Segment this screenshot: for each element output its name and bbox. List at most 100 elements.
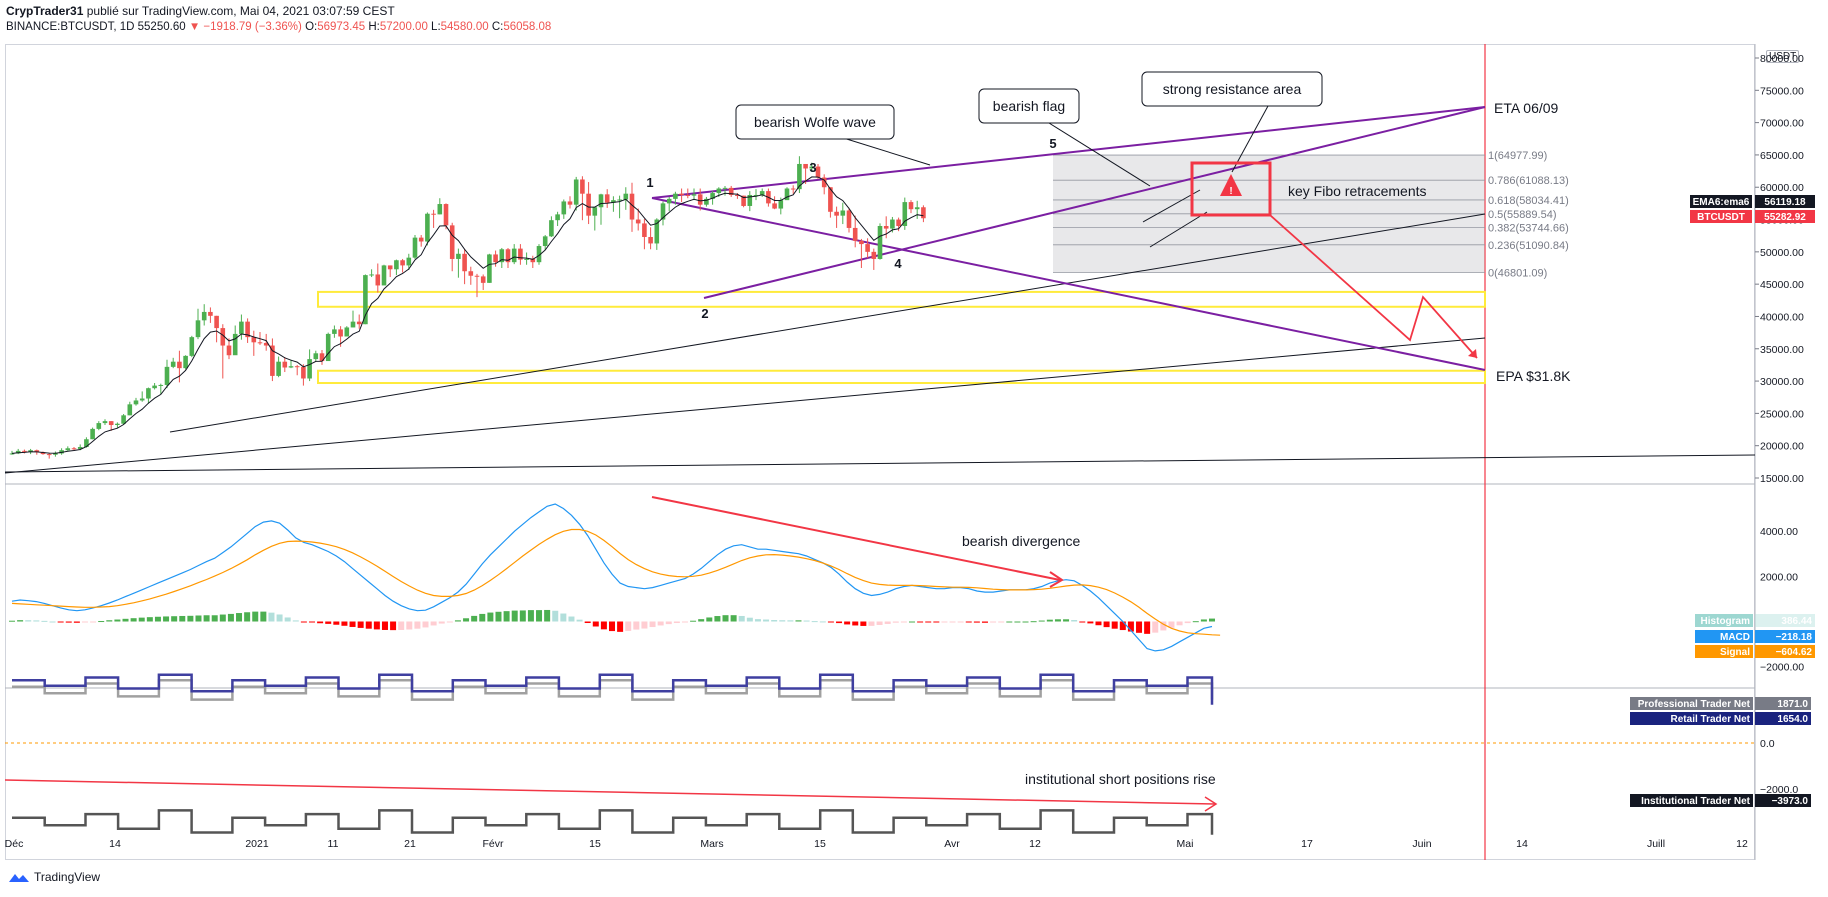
warning-icon: [1220, 174, 1242, 196]
macd-legend-name-bg: [1695, 645, 1753, 658]
candle-body: [263, 342, 269, 346]
y-tick-label: 65000.00: [1760, 150, 1804, 162]
x-tick-label: 15: [814, 838, 826, 850]
macd-histogram-bar: [1071, 620, 1078, 622]
candle-body: [425, 213, 430, 242]
currency-badge[interactable]: USDT: [1766, 50, 1800, 63]
macd-histogram-bar: [154, 616, 161, 622]
candle-body: [908, 202, 914, 210]
candle-body: [518, 248, 523, 260]
candle-body: [189, 337, 195, 356]
candle-body: [480, 276, 486, 283]
publish-line: CrypTrader31 publié sur TradingView.com,…: [6, 4, 395, 18]
y-tick-label: 50000.00: [1760, 247, 1804, 259]
candle-body: [350, 321, 356, 328]
candle-body: [102, 421, 108, 424]
x-tick-label: 21: [404, 838, 416, 850]
macd-histogram-bar: [1119, 621, 1126, 631]
macd-histogram-bar: [244, 612, 251, 622]
macd-histogram-bar: [552, 610, 559, 622]
series-value-tag: [1755, 210, 1815, 223]
candle-body: [133, 400, 139, 405]
macd-histogram-bar: [381, 621, 388, 630]
macd-histogram-bar: [1063, 619, 1070, 622]
candle-body: [456, 253, 461, 259]
macd-histogram-bar: [738, 615, 745, 622]
macd-histogram-bar: [990, 621, 997, 623]
macd-histogram-bar: [179, 615, 186, 622]
net-legend-value: 1654.0: [1777, 714, 1808, 725]
published-text: publié sur TradingView.com, Mai 04, 2021…: [86, 4, 395, 18]
candle-body: [232, 333, 238, 356]
candle-body: [40, 452, 46, 455]
macd-histogram-bar: [1022, 621, 1029, 623]
y-tick-label: 45000.00: [1760, 279, 1804, 291]
warning-glyph: !: [1229, 186, 1232, 197]
macd-histogram-bar: [284, 617, 291, 622]
candle-body: [716, 188, 722, 194]
net-legend-name: Institutional Trader Net: [1641, 796, 1751, 807]
institutional-net-line: [12, 809, 1214, 835]
candle-body: [846, 210, 852, 228]
macd-histogram-bar: [1038, 620, 1045, 622]
retail-net-line: [12, 673, 1214, 705]
candle-body: [332, 329, 337, 334]
symbol-label[interactable]: BINANCE:BTCUSDT, 1D: [6, 21, 135, 33]
macd-histogram-bar: [236, 613, 243, 622]
macd-histogram-bar: [900, 621, 907, 623]
candle-body: [642, 223, 647, 237]
candle-body: [580, 179, 585, 194]
fib-level-label: 0.786(61088.13): [1488, 175, 1569, 187]
signal-line: [11, 528, 1221, 636]
wave-point-label: 3: [809, 160, 816, 175]
x-tick-label: Mars: [700, 838, 723, 850]
last-price: 55250.60: [137, 21, 186, 33]
resistance-callout-text: strong resistance area: [1163, 81, 1302, 97]
footer-brand[interactable]: TradingView: [34, 870, 101, 884]
high-label: H:: [368, 21, 380, 33]
macd-histogram-bar: [665, 621, 672, 625]
candle-body: [220, 328, 226, 346]
candle-body: [77, 446, 83, 449]
candle-body: [294, 366, 300, 368]
candle-body: [828, 187, 833, 212]
macd-histogram-bar: [1152, 621, 1159, 633]
candle-body: [437, 204, 443, 215]
candle-body: [412, 237, 418, 258]
ohlc-line: BINANCE:BTCUSDT, 1D 55250.60 ▼ −1918.79 …: [6, 21, 551, 33]
divergence-line: [651, 496, 1061, 581]
candle-body: [394, 260, 399, 270]
candle-body: [524, 258, 529, 260]
candle-body: [214, 315, 219, 329]
macd-histogram-bar: [657, 621, 664, 626]
candle-body: [183, 355, 188, 369]
candle-body: [462, 253, 467, 272]
macd-y-tick-label: −2000.00: [1760, 662, 1804, 674]
macd-legend-name: Signal: [1720, 647, 1750, 658]
macd-histogram-bar: [146, 617, 153, 622]
publisher-name[interactable]: CrypTrader31: [6, 4, 84, 18]
candle-body: [852, 227, 858, 241]
flag-callout-box: [978, 88, 1080, 124]
macd-histogram-bar: [1046, 619, 1053, 622]
macd-histogram-bar: [114, 619, 121, 622]
candle-body: [772, 203, 777, 209]
macd-histogram-bar: [722, 615, 729, 622]
x-tick-label: 12: [1029, 838, 1041, 850]
candle-body: [139, 398, 145, 401]
net-legend-name: Professional Trader Net: [1638, 699, 1751, 710]
macd-histogram-bar: [1136, 621, 1143, 633]
macd-histogram-bar: [1111, 621, 1118, 629]
professional-net-line: [12, 678, 1214, 701]
macd-histogram-bar: [787, 620, 794, 622]
net-legend-value-bg: [1755, 794, 1811, 807]
y-tick-label: 60000.00: [1760, 182, 1804, 194]
candle-body: [381, 265, 387, 286]
macd-histogram-bar: [925, 621, 932, 623]
candle-body: [573, 179, 579, 205]
candle-body: [691, 194, 697, 196]
macd-histogram-bar: [527, 610, 534, 622]
macd-histogram-bar: [1192, 621, 1199, 623]
eta-annotation: ETA 06/09: [1494, 100, 1559, 116]
